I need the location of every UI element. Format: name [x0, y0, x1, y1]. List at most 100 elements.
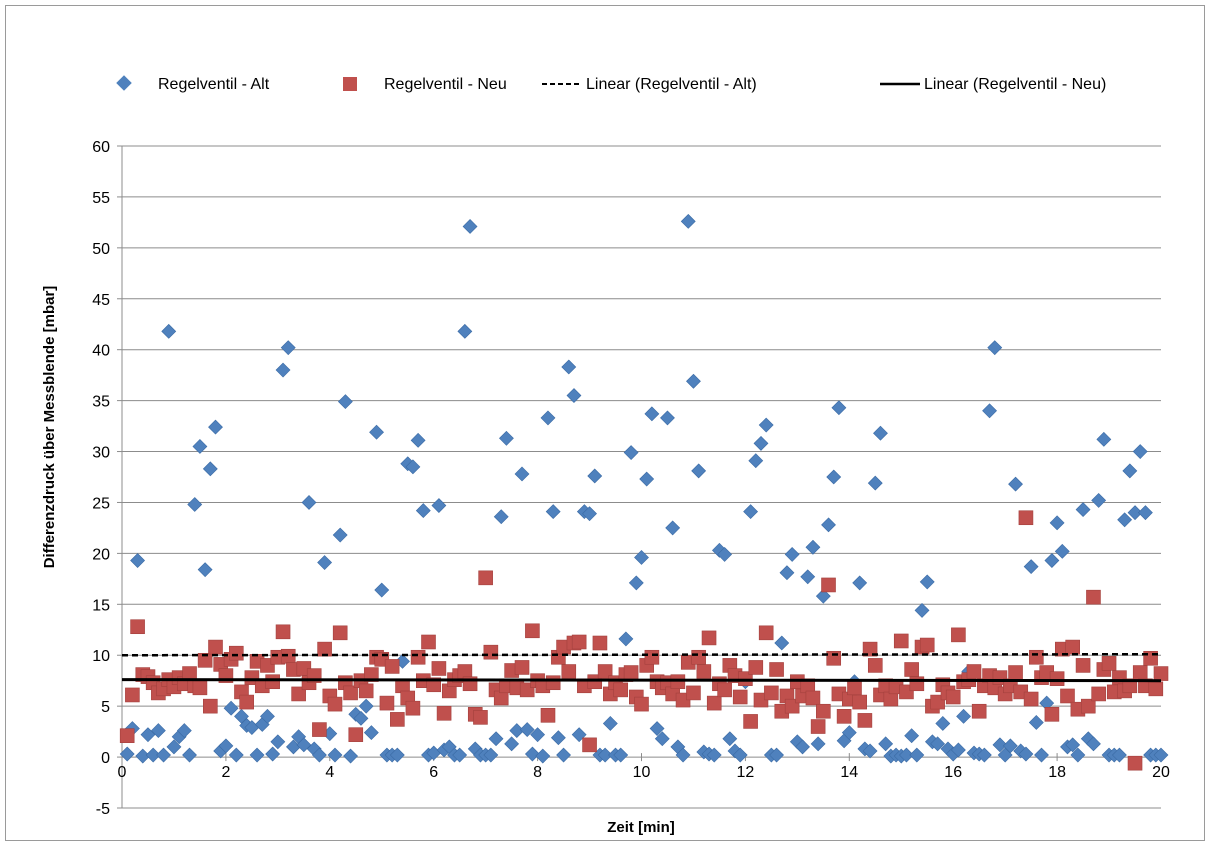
data-point-neu — [701, 630, 717, 646]
data-point-neu — [971, 703, 987, 719]
data-point-neu — [1075, 658, 1091, 673]
data-point-alt — [1018, 746, 1034, 762]
data-point-alt — [270, 734, 286, 750]
data-point-neu — [483, 644, 499, 660]
data-point-alt — [311, 747, 327, 763]
data-point-neu — [613, 682, 629, 698]
data-point-neu — [384, 659, 400, 674]
data-point-alt — [815, 588, 831, 604]
x-tick-label: 12 — [737, 764, 755, 781]
data-point-alt — [899, 747, 914, 763]
data-point-neu — [951, 627, 966, 643]
data-point-neu — [634, 696, 649, 712]
data-point-neu — [571, 634, 587, 650]
data-point-neu — [743, 714, 758, 729]
data-point-alt — [639, 471, 655, 487]
data-point-alt — [1127, 505, 1143, 521]
data-point-neu — [883, 691, 899, 707]
y-tick-label: 5 — [101, 699, 110, 716]
data-point-alt — [301, 495, 317, 510]
trendline-neu — [121, 678, 1162, 683]
data-point-alt — [260, 708, 275, 724]
legend-label-linear-alt: Linear (Regelventil - Alt) — [586, 76, 757, 93]
data-point-neu — [696, 664, 712, 679]
data-point-alt — [566, 388, 582, 403]
data-point-alt — [265, 746, 281, 762]
data-point-alt — [280, 340, 296, 356]
x-tick-label: 14 — [840, 764, 858, 781]
data-point-alt — [930, 736, 946, 752]
data-point-alt — [535, 748, 551, 764]
legend-item-neu: Regelventil - Neu — [343, 76, 507, 93]
data-point-alt — [161, 323, 177, 339]
data-point-alt — [192, 439, 208, 454]
data-point-neu — [197, 653, 213, 668]
data-point-alt — [457, 323, 473, 339]
data-point-neu — [1044, 707, 1060, 722]
data-point-alt — [665, 520, 681, 536]
series-alt — [119, 213, 1169, 764]
data-point-neu — [1132, 665, 1148, 680]
data-point-neu — [1153, 666, 1169, 681]
x-tick-label: 16 — [944, 764, 962, 781]
legend: Regelventil - Alt Regelventil - Neu Line… — [116, 75, 1106, 93]
data-point-alt — [976, 747, 992, 763]
data-point-neu — [686, 685, 701, 701]
legend-item-linear-alt: Linear (Regelventil - Alt) — [542, 76, 757, 93]
data-point-alt — [686, 373, 701, 389]
trendlines — [121, 652, 1162, 683]
data-point-alt — [717, 546, 733, 562]
data-point-neu — [1008, 665, 1023, 680]
data-point-alt — [332, 527, 348, 543]
data-point-neu — [364, 667, 379, 682]
data-point-alt — [784, 546, 800, 562]
x-tick-label: 10 — [633, 764, 651, 781]
data-point-neu — [343, 685, 358, 701]
data-point-neu — [909, 676, 925, 692]
y-tick-label: 55 — [92, 190, 110, 207]
data-point-neu — [125, 687, 140, 703]
data-point-neu — [265, 674, 280, 690]
data-point-neu — [758, 625, 774, 641]
data-point-alt — [914, 602, 930, 618]
data-point-alt — [956, 708, 972, 724]
data-point-neu — [379, 695, 395, 711]
data-point-alt — [878, 736, 894, 752]
data-point-alt — [363, 725, 379, 741]
data-point-alt — [405, 459, 421, 475]
data-point-alt — [488, 731, 504, 747]
data-point-alt — [327, 747, 343, 763]
data-point-alt — [545, 504, 561, 520]
data-point-alt — [982, 403, 997, 419]
y-tick-label: -5 — [96, 801, 110, 818]
data-point-alt — [1122, 463, 1138, 479]
data-point-alt — [337, 394, 353, 410]
series-neu — [119, 510, 1169, 771]
data-point-alt — [1153, 747, 1169, 763]
y-tick-label: 40 — [92, 343, 110, 360]
data-point-alt — [602, 716, 618, 731]
data-point-alt — [582, 506, 597, 522]
data-point-alt — [540, 410, 556, 426]
data-point-alt — [150, 723, 166, 739]
x-tick-label: 0 — [118, 764, 127, 781]
data-point-neu — [706, 695, 722, 711]
data-point-neu — [966, 664, 982, 679]
data-point-neu — [1086, 589, 1101, 605]
data-point-alt — [1086, 736, 1101, 752]
data-point-neu — [348, 727, 364, 742]
data-point-alt — [208, 419, 223, 435]
data-point-alt — [680, 213, 696, 229]
data-point-neu — [561, 664, 577, 679]
data-point-alt — [374, 582, 390, 598]
data-point-alt — [556, 747, 571, 763]
data-point-alt — [249, 747, 265, 763]
data-point-neu — [904, 662, 919, 677]
data-point-neu — [130, 619, 145, 635]
data-point-alt — [800, 569, 816, 585]
data-point-neu — [691, 649, 706, 665]
data-point-neu — [717, 682, 732, 698]
x-tick-label: 8 — [533, 764, 542, 781]
x-tick-label: 20 — [1152, 764, 1170, 781]
data-point-neu — [1148, 681, 1164, 697]
